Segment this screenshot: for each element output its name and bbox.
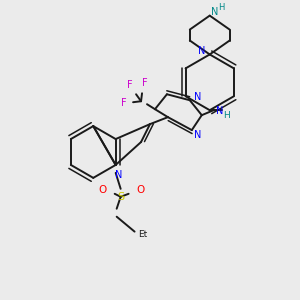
Text: O: O [99,185,107,195]
Text: H: H [223,111,230,120]
Text: S: S [117,192,124,202]
Text: N: N [211,7,218,16]
Text: F: F [142,78,148,88]
Text: N: N [194,130,202,140]
Text: Et: Et [138,230,147,239]
Text: N: N [216,106,224,116]
Text: N: N [194,92,202,102]
Text: O: O [136,185,145,195]
Text: F: F [121,98,127,108]
Text: N: N [198,46,206,56]
Text: F: F [127,80,133,90]
Text: H: H [218,3,225,12]
Text: N: N [115,170,122,180]
